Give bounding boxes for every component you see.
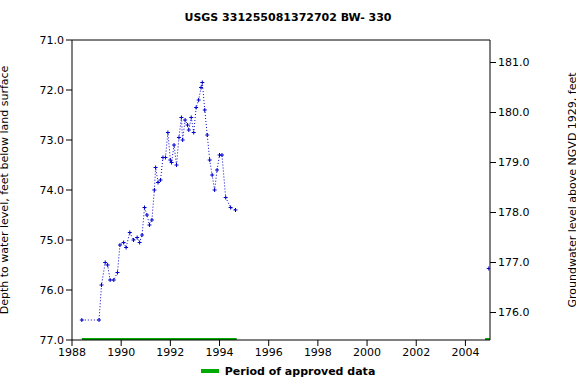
html-text:Period of approved data: Period of approved data [224,364,376,378]
svg-text:Depth to water level, feet bel: Depth to water level, feet below land su… [8,65,11,314]
svg-text:178.0: 178.0 [498,206,530,219]
html-text:USGS 331255081372702 BW- 330: USGS 331255081372702 BW- 330 [184,11,392,24]
svg-text:71.0: 71.0 [40,34,65,47]
svg-text:2004: 2004 [451,346,479,359]
svg-text:177.0: 177.0 [498,256,530,269]
svg-text:73.0: 73.0 [40,134,65,147]
svg-text:75.0: 75.0 [40,234,65,247]
svg-text:1988: 1988 [58,346,86,359]
svg-text:1996: 1996 [255,346,283,359]
svg-text:179.0: 179.0 [498,156,530,169]
svg-text:1990: 1990 [107,346,135,359]
svg-text:74.0: 74.0 [40,184,65,197]
svg-text:180.0: 180.0 [498,106,530,119]
svg-text:1992: 1992 [156,346,184,359]
svg-text:76.0: 76.0 [40,284,65,297]
svg-text:1994: 1994 [206,346,234,359]
svg-text:77.0: 77.0 [40,334,65,347]
svg-text:72.0: 72.0 [40,84,65,97]
svg-text:181.0: 181.0 [498,56,530,69]
svg-text:2002: 2002 [402,346,430,359]
svg-text:2000: 2000 [353,346,381,359]
svg-text:Groundwater level above NGVD 1: Groundwater level above NGVD 1929, feet [566,72,568,308]
svg-text:1998: 1998 [304,346,332,359]
svg-text:176.0: 176.0 [498,306,530,319]
